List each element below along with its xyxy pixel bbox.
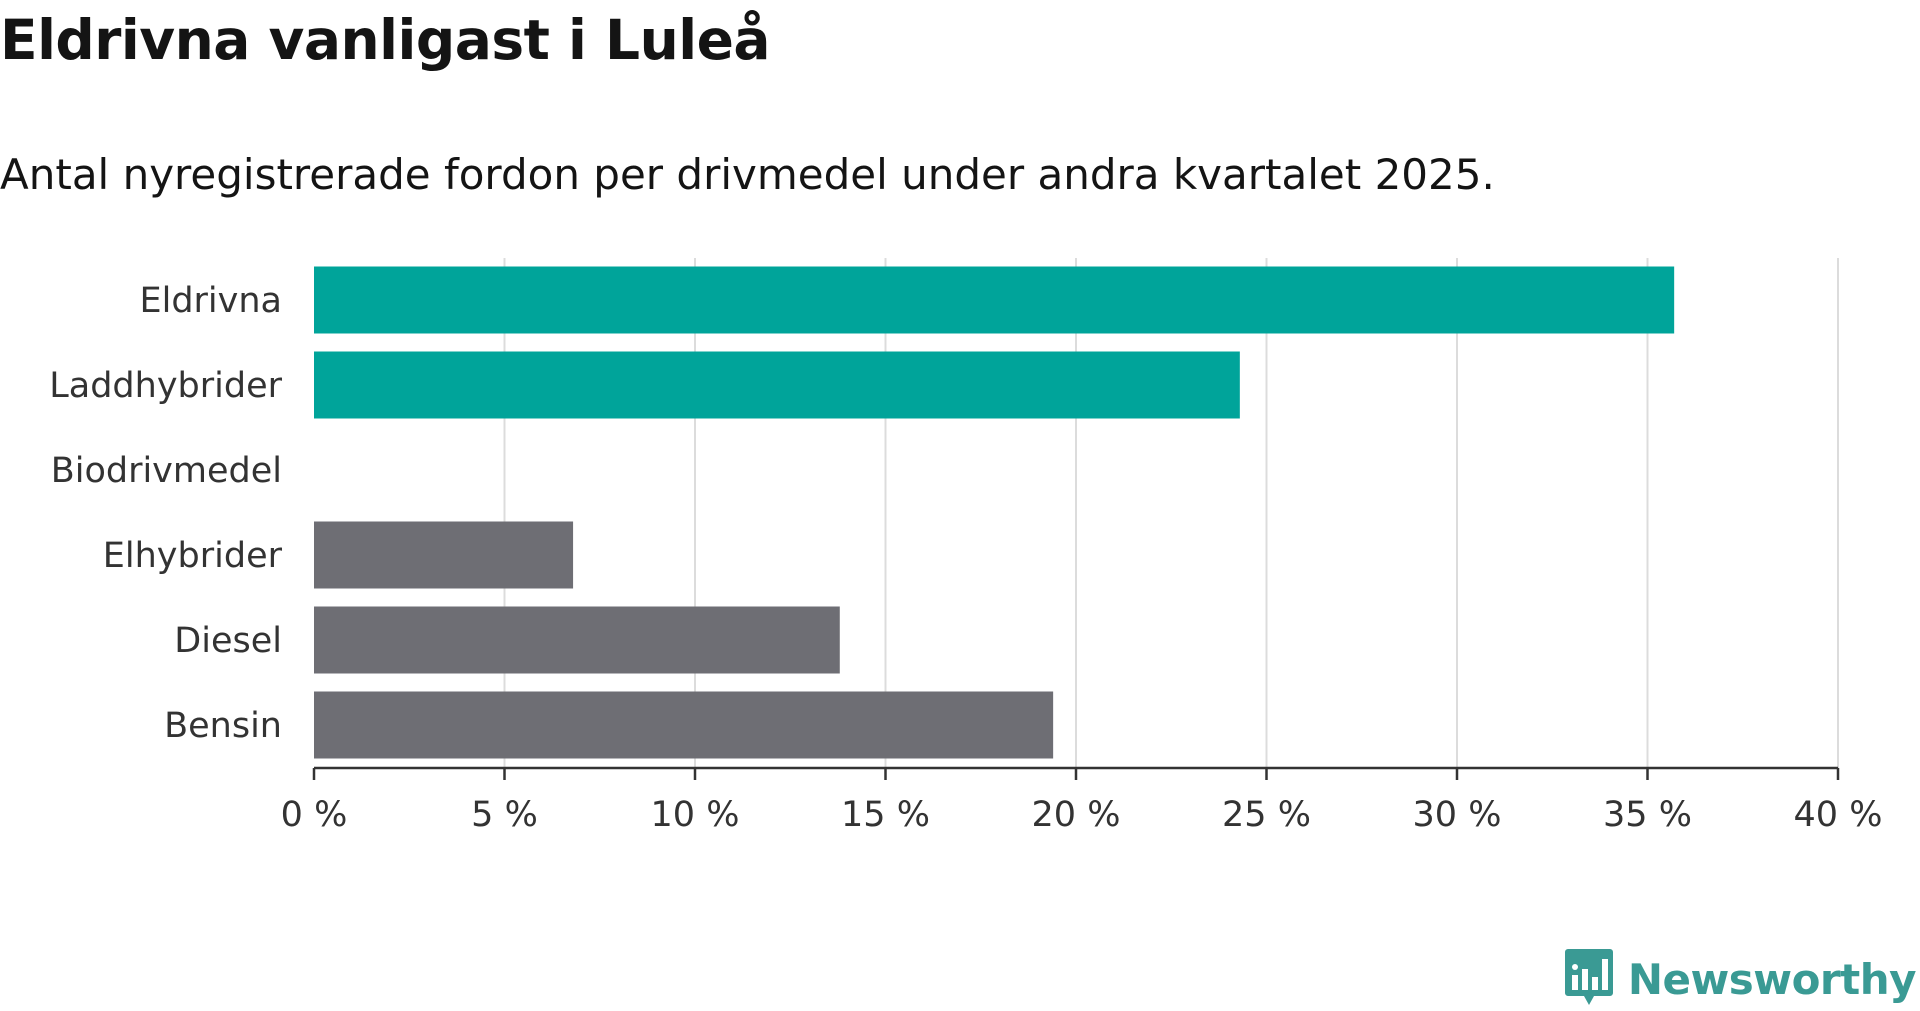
- bar-diesel: [314, 606, 840, 674]
- bar-eldrivna: [314, 266, 1675, 334]
- brand-name: Newsworthy: [1627, 954, 1917, 1004]
- category-label-biodrivmedel: Biodrivmedel: [51, 451, 282, 491]
- brand-logo: Newsworthy: [1564, 947, 1917, 1011]
- bar-laddhybrider: [314, 351, 1240, 419]
- x-tick-label-4: 20 %: [1032, 795, 1121, 835]
- x-tick-label-2: 10 %: [651, 795, 740, 835]
- category-label-eldrivna: Eldrivna: [139, 281, 282, 321]
- category-label-bensin: Bensin: [164, 706, 282, 746]
- chart-title: Eldrivna vanligast i Luleå: [0, 8, 771, 72]
- category-label-diesel: Diesel: [174, 621, 282, 661]
- bar-chart: 0 % 5 % 10 % 15 % 20 % 25 % 30 % 35 % 40 % Eldri…: [49, 258, 1883, 835]
- x-tick-label-7: 35 %: [1603, 795, 1692, 835]
- x-tick-label-5: 25 %: [1222, 795, 1311, 835]
- chart-subtitle: Antal nyregistrerade fordon per drivmede…: [0, 150, 1495, 199]
- bar-bensin: [314, 691, 1054, 759]
- x-tick-label-1: 5 %: [471, 795, 538, 835]
- category-labels: Eldrivna Laddhybrider Biodrivmedel Elhybrid…: [49, 281, 282, 746]
- newsworthy-logo-icon: [1564, 947, 1614, 1011]
- bar-elhybrider: [314, 521, 574, 589]
- x-tick-label-0: 0 %: [281, 795, 348, 835]
- x-tick-label-6: 30 %: [1413, 795, 1502, 835]
- x-axis: 0 % 5 % 10 % 15 % 20 % 25 % 30 % 35 % 40 %: [281, 766, 1883, 835]
- x-tick-label-8: 40 %: [1794, 795, 1883, 835]
- category-label-laddhybrider: Laddhybrider: [49, 366, 282, 406]
- grid-lines: [503, 258, 1839, 768]
- x-tick-label-3: 15 %: [841, 795, 930, 835]
- category-label-elhybrider: Elhybrider: [103, 536, 283, 576]
- bars: [314, 266, 1675, 759]
